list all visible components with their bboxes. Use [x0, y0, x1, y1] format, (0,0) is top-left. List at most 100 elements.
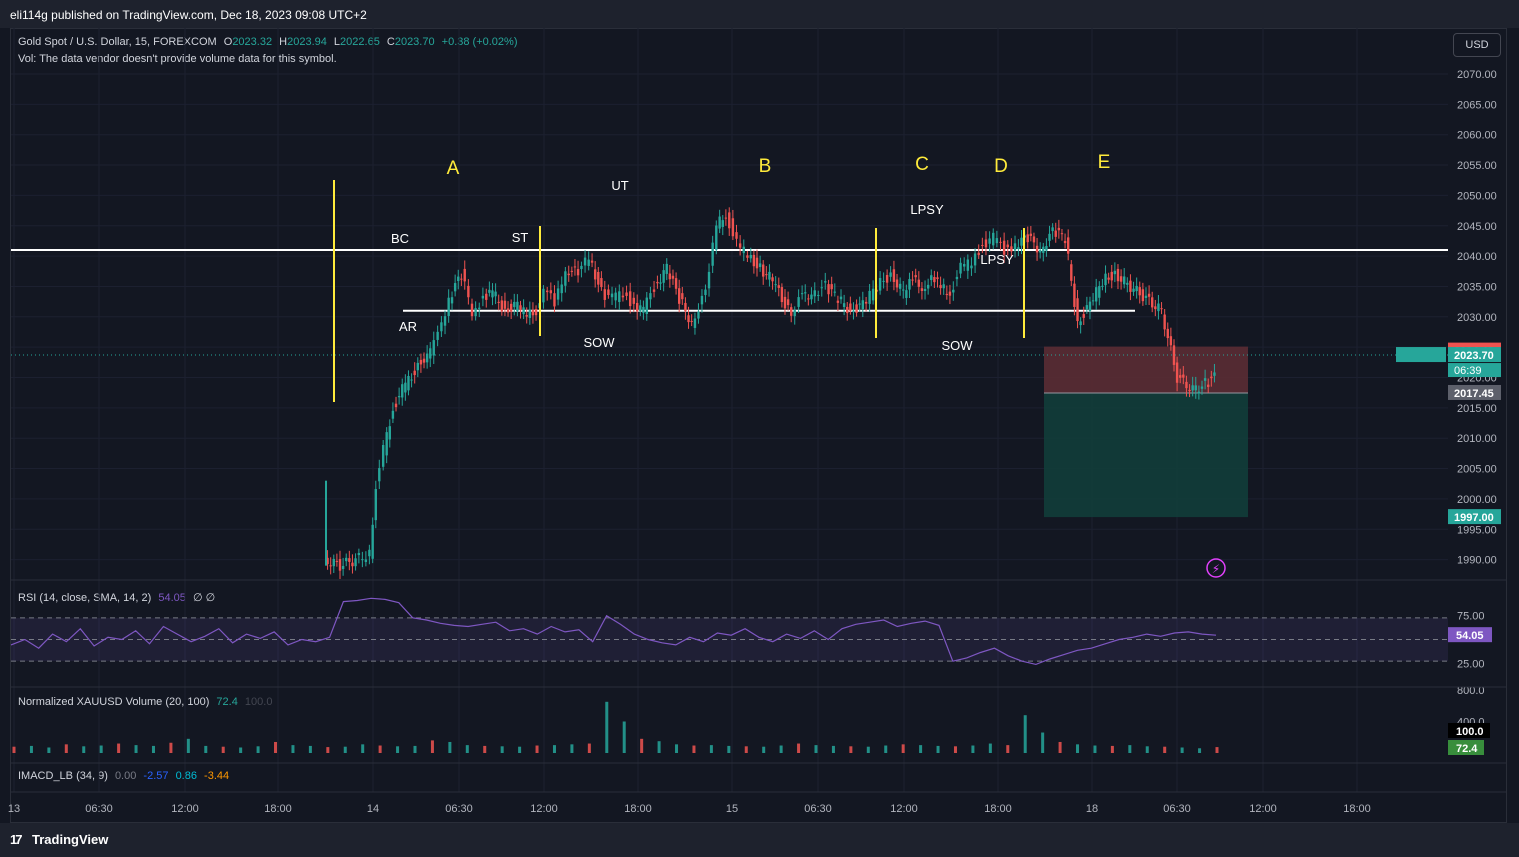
volume-bar — [134, 745, 138, 753]
candle-body — [635, 302, 639, 312]
candle-body — [649, 293, 652, 300]
candle-body — [917, 279, 921, 287]
candle-body — [573, 266, 577, 268]
o-label: O — [223, 36, 233, 48]
candle-body — [1057, 227, 1061, 231]
candle-body — [1185, 381, 1188, 389]
candle-body — [786, 299, 790, 306]
candle-body — [715, 225, 718, 250]
candle-body — [1166, 328, 1169, 339]
position-zones — [1044, 346, 1248, 518]
candle-body — [351, 562, 354, 567]
candle-body — [341, 565, 345, 569]
candle-body — [790, 307, 793, 316]
event-label: LPSY — [910, 202, 944, 217]
candle-body — [830, 284, 833, 290]
candle-body — [326, 557, 329, 565]
candle-body — [868, 290, 871, 304]
candle-body — [671, 275, 675, 279]
candle-body — [923, 288, 927, 292]
volume-bar — [326, 747, 330, 753]
candle-body — [677, 288, 681, 304]
alert-bolt-icon — [1206, 558, 1226, 578]
volume-bar — [151, 745, 155, 753]
candle-body — [1169, 336, 1173, 346]
volume-bar — [1076, 744, 1080, 753]
volume-bar — [117, 743, 121, 753]
candle-body — [1091, 300, 1095, 302]
volume-bar — [901, 744, 905, 753]
candle-body — [945, 293, 949, 295]
candle-body — [542, 288, 545, 303]
volume-tick-label: 800.0 — [1457, 685, 1485, 697]
candle-body — [1116, 268, 1120, 282]
candle-body — [871, 288, 875, 301]
candle-body — [662, 270, 665, 283]
imacd-legend: IMACD_LB (34, 9) 0.00 -2.57 0.86 -3.44 — [18, 770, 229, 782]
candle-body — [553, 293, 556, 307]
candle-body — [642, 306, 645, 313]
candle-body — [817, 294, 820, 296]
volume-bar — [622, 721, 626, 753]
candle-body — [1138, 287, 1141, 296]
pane-separators — [11, 579, 1507, 793]
candle-body — [746, 255, 749, 258]
candle-body — [1032, 236, 1036, 243]
candle-body — [849, 303, 852, 311]
candle-body — [839, 296, 843, 300]
volume-bar — [797, 743, 801, 753]
candle-body — [497, 301, 500, 303]
candle-body — [1119, 276, 1123, 282]
rsi-tag: 54.05 — [1456, 630, 1484, 642]
rsi-band — [11, 617, 1448, 662]
candle-body — [416, 362, 420, 371]
volume-bar — [709, 745, 713, 753]
candle-body — [687, 315, 690, 323]
candle-body — [693, 318, 697, 328]
candle-body — [607, 289, 610, 295]
price-tick-label: 2070.00 — [1457, 69, 1497, 81]
time-tick-label: 18:00 — [984, 803, 1012, 815]
h-label: H — [279, 36, 288, 48]
candle-body — [864, 301, 868, 304]
volume-ref-tag: 100.0 — [1456, 726, 1484, 738]
volume-bar — [186, 738, 190, 753]
candle-body — [735, 232, 738, 239]
candle-body — [1010, 246, 1013, 252]
branding-text: TradingView — [32, 832, 109, 847]
candle-body — [422, 358, 426, 363]
currency-button[interactable]: USD — [1453, 33, 1501, 57]
candle-body — [988, 238, 991, 244]
candle-body — [728, 212, 731, 229]
candle-body — [618, 291, 621, 303]
symbol-name: Gold Spot / U.S. Dollar, 15, FOREXCOM — [18, 36, 217, 48]
volume-bar — [1198, 748, 1202, 753]
candle-body — [485, 293, 488, 300]
imacd-v2: -2.57 — [143, 770, 169, 782]
candle-body — [1172, 345, 1176, 365]
candle-body — [933, 277, 936, 283]
candle-body — [354, 558, 357, 567]
last-price-tag-bg — [1448, 347, 1501, 363]
candle-body — [1073, 283, 1076, 307]
candle-body — [1147, 293, 1151, 297]
candle-body — [413, 370, 416, 376]
candle-body — [895, 279, 899, 288]
candle-body — [463, 268, 466, 282]
candle-body — [1054, 230, 1057, 237]
candle-body — [506, 308, 510, 313]
candle-body — [1132, 288, 1135, 292]
candle-body — [846, 306, 849, 314]
tradingview-logo[interactable]: 17 TradingView — [10, 832, 108, 847]
candle-body — [1144, 295, 1148, 298]
candle-body — [621, 295, 625, 298]
event-label: UT — [611, 178, 628, 193]
time-tick-label: 12:00 — [890, 803, 918, 815]
volume-bar — [483, 745, 487, 753]
rsi-line — [10, 597, 1217, 666]
chart-frame[interactable] — [10, 28, 1507, 823]
price-axis: 2070.00 2065.00 2060.00 2055.00 2050.00 2045.… — [1396, 69, 1501, 567]
time-tick-label: 14 — [367, 803, 379, 815]
candle-body — [1101, 285, 1104, 287]
candle-body — [432, 340, 435, 356]
